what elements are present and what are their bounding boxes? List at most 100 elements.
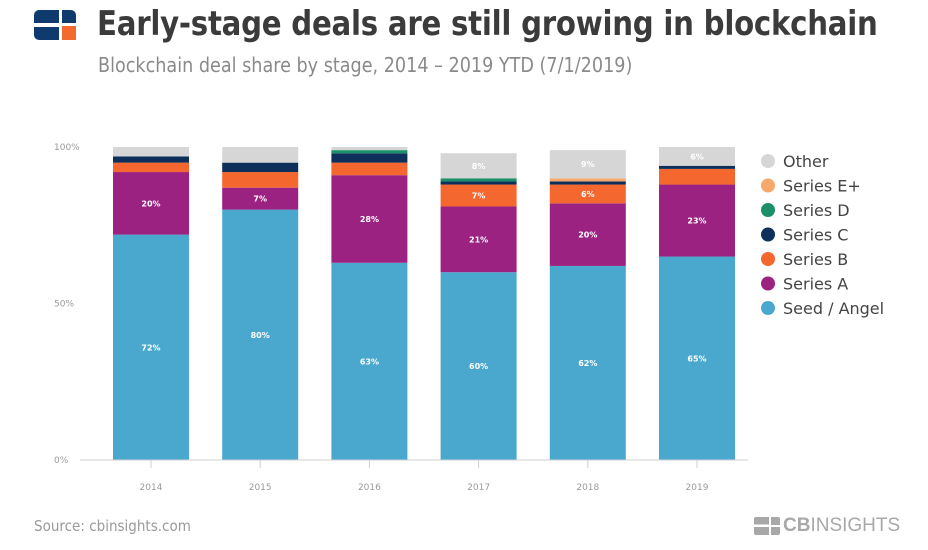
bar-segment-seed-angel: [331, 262, 408, 460]
legend-item: Seed / Angel: [761, 299, 884, 318]
bar-segment-other: [113, 147, 189, 157]
legend-swatch-icon: [761, 227, 775, 242]
bar-segment-series-b: [659, 168, 735, 185]
y-tick-label: 0%: [54, 456, 69, 466]
legend-swatch-icon: [761, 154, 775, 168]
legend-swatch-icon: [761, 276, 775, 291]
legend-item: Series C: [761, 226, 848, 245]
legend-swatch-icon: [761, 252, 775, 266]
x-tick-label: 2015: [249, 483, 272, 493]
bar-segment-other: [440, 153, 517, 179]
legend-item: Series B: [761, 250, 848, 269]
bar-segment-series-b: [222, 172, 299, 188]
bar-segment-series-a: [331, 175, 408, 263]
data-label: 9%: [581, 160, 595, 169]
bar-segment-series-c: [331, 153, 408, 163]
data-label: 28%: [360, 215, 379, 224]
data-label: 20%: [578, 231, 597, 240]
data-label: 6%: [690, 152, 704, 161]
bar-segment-series-c: [659, 165, 735, 169]
data-label: 6%: [581, 190, 595, 199]
bars-group: 72% 20% 80% 7% 63% 28% 60% 21% 7% 8% 62% 20% 6% 9% 65%…: [113, 147, 735, 460]
brand-light: INSIGHTS: [810, 515, 901, 536]
logo-gap-h2: [59, 23, 76, 26]
bar-segment-series-a: [440, 206, 517, 273]
bar-segment-series-e-: [549, 178, 626, 182]
data-label: 8%: [472, 162, 486, 171]
x-tick-label: 2017: [467, 483, 490, 493]
bar-segment-series-a: [549, 203, 626, 266]
legend-swatch-icon: [761, 301, 775, 315]
legend-item: Series D: [761, 201, 850, 220]
bar-segment-series-b: [440, 184, 517, 207]
bar-segment-seed-angel: [549, 265, 626, 460]
bar-segment-series-a: [222, 187, 299, 210]
bar-segment-series-d: [440, 178, 517, 182]
bar-segment-other: [222, 147, 299, 163]
bar-2015: 80% 7%: [222, 147, 299, 460]
bar-segment-series-c: [222, 162, 299, 173]
bar-segment-series-b: [113, 162, 189, 173]
bar-segment-series-a: [659, 184, 735, 257]
legend-label: Series D: [783, 201, 850, 220]
data-label: 60%: [469, 362, 488, 371]
data-label: 72%: [141, 343, 160, 352]
bar-2016: 63% 28%: [331, 147, 408, 460]
data-label: 7%: [253, 195, 267, 204]
legend-label: Series A: [783, 275, 848, 294]
brand-logo-icon: [754, 517, 780, 535]
legend: Other Series E+ Series D Series C Series B Se…: [761, 152, 884, 318]
legend-label: Series B: [783, 250, 848, 269]
data-label: 20%: [141, 199, 160, 208]
bar-segment-series-b: [331, 162, 408, 176]
bar-segment-seed-angel: [659, 256, 735, 460]
bar-segment-other: [549, 150, 626, 179]
data-label: 62%: [578, 359, 597, 368]
brand-bold: CB: [783, 515, 811, 536]
legend-swatch-icon: [761, 178, 775, 193]
x-tick-label: 2016: [358, 483, 381, 493]
y-tick-label: 100%: [54, 143, 80, 153]
bar-2017: 60% 21% 7% 8%: [440, 153, 517, 460]
data-label: 23%: [687, 217, 706, 226]
y-axis: 0% 50% 100%: [54, 143, 80, 466]
legend-item: Series A: [761, 275, 848, 294]
x-tick-label: 2018: [576, 483, 599, 493]
bar-2019: 65% 23% 6%: [659, 147, 735, 460]
data-label: 80%: [251, 331, 270, 340]
legend-swatch-icon: [761, 203, 775, 217]
bar-segment-seed-angel: [113, 234, 189, 460]
bar-segment-seed-angel: [440, 272, 517, 460]
legend-label: Seed / Angel: [783, 299, 884, 318]
legend-label: Series C: [783, 226, 848, 245]
x-tick-label: 2019: [686, 483, 709, 493]
x-tick-label: 2014: [140, 483, 163, 493]
bar-2014: 72% 20%: [113, 147, 189, 460]
bar-segment-other: [659, 147, 735, 166]
bar-segment-series-d: [331, 150, 408, 154]
data-label: 21%: [469, 235, 488, 244]
data-label: 7%: [472, 192, 486, 201]
cb-insights-logo-icon: [34, 10, 76, 40]
data-label: 65%: [687, 354, 706, 363]
bar-segment-series-c: [113, 156, 189, 163]
legend-item: Other: [761, 152, 829, 171]
bar-segment-seed-angel: [222, 209, 299, 460]
bar-segment-series-b: [549, 184, 626, 204]
legend-item: Series E+: [761, 177, 861, 196]
legend-label: Other: [783, 152, 829, 171]
bar-segment-series-c: [440, 181, 517, 185]
bar-segment-series-c: [549, 181, 626, 185]
data-label: 63%: [360, 357, 379, 366]
bar-segment-series-a: [113, 172, 189, 235]
chart-subtitle: Blockchain deal share by stage, 2014 – 2…: [98, 53, 633, 77]
legend-label: Series E+: [783, 177, 861, 196]
y-tick-label: 50%: [54, 300, 74, 310]
source-note: Source: cbinsights.com: [34, 517, 191, 535]
chart-title: Early-stage deals are still growing in b…: [97, 4, 878, 44]
cb-insights-brand: CBINSIGHTS: [754, 515, 900, 537]
logo-orange-block: [61, 26, 76, 40]
bar-2018: 62% 20% 6% 9%: [549, 150, 626, 460]
logo-gap-h: [34, 23, 61, 27]
